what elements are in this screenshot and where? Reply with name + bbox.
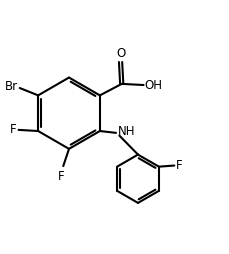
Text: OH: OH xyxy=(144,78,162,91)
Text: O: O xyxy=(115,47,125,60)
Text: F: F xyxy=(175,159,181,172)
Text: F: F xyxy=(57,170,64,183)
Text: NH: NH xyxy=(118,125,135,138)
Text: F: F xyxy=(10,123,17,136)
Text: Br: Br xyxy=(5,80,18,93)
